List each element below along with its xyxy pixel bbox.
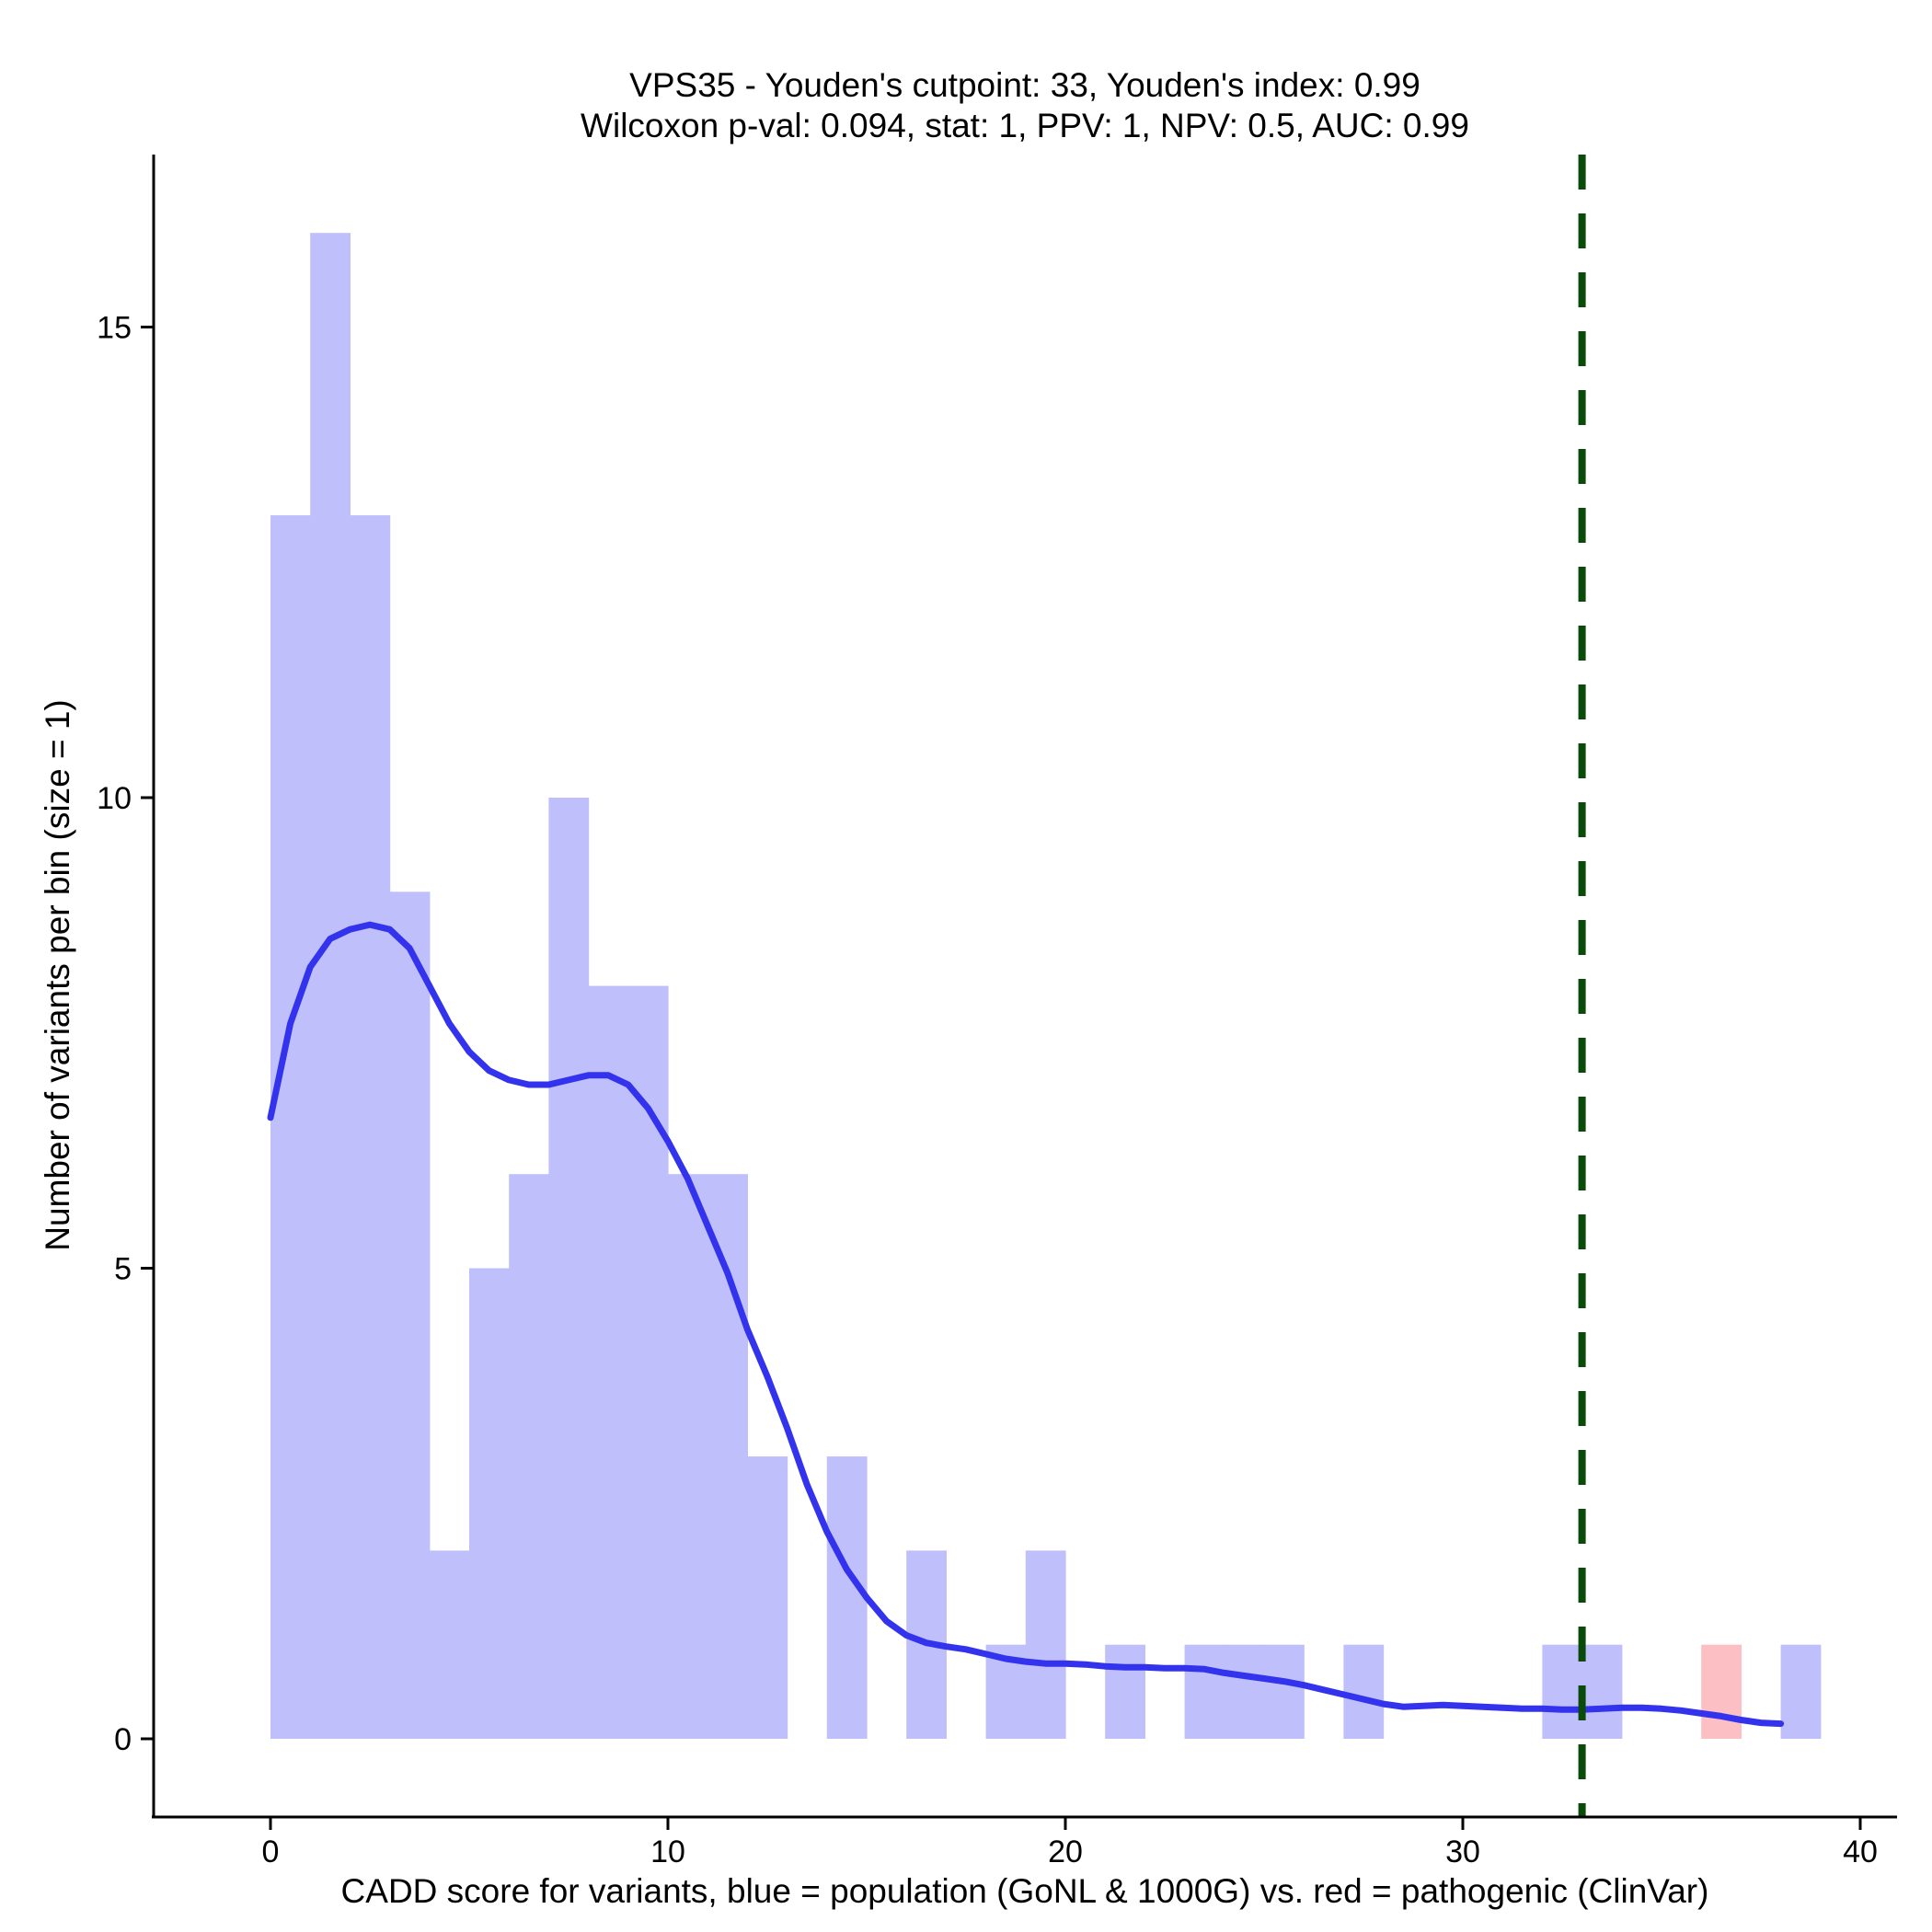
population-bar xyxy=(588,985,629,1739)
y-tick-label: 15 xyxy=(97,311,132,346)
population-bar xyxy=(1542,1644,1583,1739)
population-bar xyxy=(1105,1644,1145,1739)
population-bar xyxy=(1780,1644,1822,1739)
population-bar xyxy=(1264,1644,1305,1739)
population-bar xyxy=(627,985,669,1739)
population-bar xyxy=(509,1174,549,1739)
x-tick-label: 10 xyxy=(650,1834,685,1869)
population-bar xyxy=(429,1550,470,1739)
y-axis-label: Number of variants per bin (size = 1) xyxy=(39,699,76,1250)
population-bar xyxy=(826,1456,868,1739)
population-bar xyxy=(1025,1550,1066,1739)
y-tick-label: 5 xyxy=(114,1252,132,1287)
x-axis-label: CADD score for variants, blue = populati… xyxy=(341,1872,1709,1910)
x-axis-ticks: 0 10 20 30 40 xyxy=(262,1817,1878,1869)
population-bar xyxy=(1224,1644,1265,1739)
x-tick-label: 20 xyxy=(1048,1834,1083,1869)
population-bar xyxy=(548,798,590,1739)
density-curve-layer xyxy=(267,921,1785,1728)
population-bar xyxy=(389,891,431,1739)
population-bar xyxy=(270,515,311,1739)
population-bar xyxy=(1581,1644,1623,1739)
pathogenic-bar xyxy=(1701,1644,1742,1739)
population-bar xyxy=(1343,1644,1385,1739)
chart-title: VPS35 - Youden's cutpoint: 33, Youden's … xyxy=(629,66,1420,104)
population-bar xyxy=(707,1174,748,1739)
population-bar xyxy=(1184,1644,1225,1739)
density-curve xyxy=(267,921,1785,1728)
histogram-bars xyxy=(270,233,1822,1740)
population-bar xyxy=(747,1456,788,1739)
population-bar xyxy=(668,1174,708,1739)
y-tick-label: 0 xyxy=(114,1722,132,1757)
population-bar xyxy=(310,233,351,1740)
y-tick-label: 10 xyxy=(97,781,132,816)
x-tick-label: 30 xyxy=(1445,1834,1480,1869)
x-tick-label: 0 xyxy=(262,1834,280,1869)
x-tick-label: 40 xyxy=(1843,1834,1878,1869)
chart-subtitle: Wilcoxon p-val: 0.094, stat: 1, PPV: 1, … xyxy=(581,107,1469,144)
population-bar xyxy=(350,515,391,1739)
y-axis-ticks: 0 5 10 15 xyxy=(97,311,154,1757)
population-bar xyxy=(469,1268,510,1739)
